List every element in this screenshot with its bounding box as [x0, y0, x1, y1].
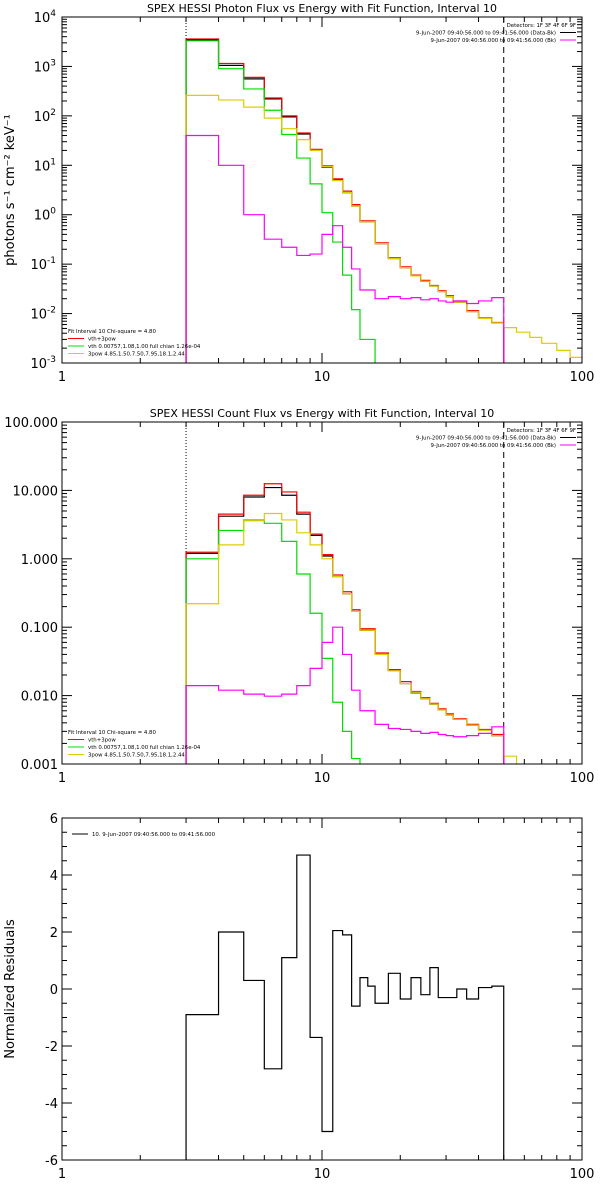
legend-entry: vth+3pow — [88, 738, 116, 744]
x-ticks — [61, 818, 583, 1160]
y-tick-label: 103 — [34, 58, 56, 75]
legend-entry: vth+3pow — [88, 337, 116, 343]
series-2-step-line — [185, 483, 505, 764]
series-5-step-line — [185, 626, 505, 764]
legend-entry: 3pow 4.85,1.50,7.50,7.95,18.1,2.44 — [88, 753, 185, 759]
legend-entry: Fit Interval 10 Chi-square = 4.80 — [68, 730, 156, 736]
y-tick-exp: -1 — [47, 256, 56, 266]
x-tick-label: 1 — [58, 1167, 66, 1182]
y-tick-label: -6 — [45, 1154, 58, 1169]
series-3-step-line — [185, 519, 361, 764]
legend-entry: 9-Jun-2007 09:40:56.000 to 09:41:56.000 … — [431, 443, 556, 449]
legend-entry: 10. 9-Jun-2007 09:40:56.000 to 09:41:56.… — [92, 832, 216, 838]
series-1-step-line — [185, 39, 505, 363]
series-1-step-line — [185, 486, 505, 764]
chart-panel-2: SPEX HESSI Count Flux vs Energy with Fit… — [4, 407, 595, 786]
y-tick-label: 10.000 — [13, 484, 59, 499]
series-2-step-line — [185, 38, 505, 363]
x-tick-label: 10 — [314, 370, 331, 385]
series-1-step-line — [185, 854, 505, 1160]
y-tick-label: 100.000 — [4, 416, 58, 431]
axes-frame — [61, 16, 583, 364]
chart-title: SPEX HESSI Count Flux vs Energy with Fit… — [150, 407, 494, 420]
y-tick-base: 10 — [34, 110, 51, 125]
series-4-step-line — [185, 512, 518, 764]
y-tick-base: 10 — [30, 258, 47, 273]
y-tick-base: 10 — [34, 209, 51, 224]
y-tick-label: 102 — [34, 108, 56, 125]
y-tick-label: 10-1 — [30, 256, 56, 273]
y-tick-label: 0.100 — [21, 621, 58, 636]
chart-panel-1: SPEX HESSI Photon Flux vs Energy with Fi… — [3, 2, 595, 385]
y-tick-label: 6 — [50, 812, 58, 827]
y-axis-label: photons s⁻¹ cm⁻² keV⁻¹ — [3, 114, 18, 266]
x-tick-label: 10 — [314, 1167, 331, 1182]
x-tick-label: 10 — [314, 771, 331, 786]
plot-area — [185, 17, 582, 363]
y-ticks — [62, 424, 582, 765]
y-tick-exp: 3 — [50, 58, 56, 68]
x-tick-label: 1 — [58, 370, 66, 385]
y-tick-base: 10 — [30, 357, 47, 372]
legend-entry: 9-Jun-2007 09:40:56.000 to 09:41:56.000 … — [416, 31, 556, 37]
y-tick-label: 100 — [34, 207, 57, 224]
y-tick-label: 4 — [50, 869, 58, 884]
y-tick-base: 10 — [34, 11, 51, 26]
y-tick-label: 10-3 — [30, 355, 56, 372]
y-tick-label: 1.000 — [21, 553, 58, 568]
y-tick-label: 2 — [50, 926, 58, 941]
x-tick-label: 1 — [58, 771, 66, 786]
y-tick-exp: -2 — [47, 306, 56, 316]
legend-entry: 3pow 4.85,1.50,7.50,7.95,18.1,2.44 — [88, 352, 185, 358]
legend-entry: vth 0.00757,1.08,1.00 full chian 1.26e-0… — [88, 344, 201, 350]
x-tick-label: 100 — [570, 1167, 595, 1182]
y-tick-base: 10 — [34, 60, 51, 75]
y-tick-exp: 0 — [50, 207, 56, 217]
axes-frame — [61, 421, 583, 765]
legend-entry: 9-Jun-2007 09:40:56.000 to 09:41:56.000 … — [431, 38, 556, 44]
y-tick-base: 10 — [34, 159, 51, 174]
axes-frame — [61, 817, 583, 1161]
legend-entry: vth 0.00757,1.08,1.00 full chian 1.26e-0… — [88, 745, 201, 751]
legend-entry: 9-Jun-2007 09:40:56.000 to 09:41:56.000 … — [416, 436, 556, 442]
y-tick-label: 104 — [34, 9, 57, 26]
chart-title: SPEX HESSI Photon Flux vs Energy with Fi… — [147, 2, 497, 15]
y-tick-label: 0.001 — [21, 758, 58, 773]
series-5-step-line — [185, 134, 505, 363]
plot-area — [185, 854, 505, 1160]
legend-entry: Detectors: 1F 3F 4F 6F 9F — [507, 23, 576, 29]
y-tick-label: 10-2 — [30, 306, 56, 323]
y-tick-label: 0 — [50, 983, 58, 998]
y-tick-exp: 1 — [50, 157, 56, 167]
legend-entry: Detectors: 1F 3F 4F 6F 9F — [507, 428, 576, 434]
y-tick-exp: 4 — [50, 9, 56, 19]
legend-entry: Fit Interval 10 Chi-square = 4.80 — [68, 329, 156, 335]
y-tick-label: -2 — [45, 1040, 58, 1055]
chart-panel-3: 1 10 100 -6 -4 -2 0 2 4 6 Normalized Residuals 10. … — [3, 812, 594, 1182]
y-tick-exp: -3 — [47, 355, 56, 365]
x-tick-label: 100 — [570, 771, 595, 786]
y-tick-exp: 2 — [50, 108, 56, 118]
plot-area — [185, 422, 518, 764]
y-tick-label: 0.010 — [21, 690, 58, 705]
series-3-step-line — [185, 40, 376, 363]
x-tick-label: 100 — [570, 370, 595, 385]
series-4-step-line — [185, 94, 582, 363]
y-tick-base: 10 — [30, 308, 47, 323]
y-axis-label: Normalized Residuals — [3, 919, 18, 1059]
y-tick-label: -4 — [45, 1097, 58, 1112]
y-tick-label: 101 — [34, 157, 56, 174]
